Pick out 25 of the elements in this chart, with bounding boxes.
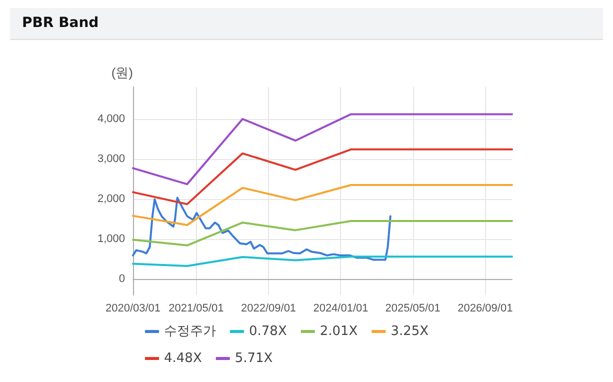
y-tick-label: 3,000 (97, 153, 125, 165)
x-tick-label: 2022/09/01 (240, 302, 296, 314)
legend-label: 3.25X (390, 324, 429, 339)
legend-label: 4.48X (164, 351, 202, 366)
line-series (132, 196, 392, 261)
x-tick-label: 2026/09/01 (458, 302, 513, 314)
legend-label: 2.01X (320, 324, 358, 339)
line-series (132, 148, 513, 206)
line-series (132, 220, 513, 246)
chart-title: PBR Band (10, 8, 603, 40)
y-tick-label: 0 (118, 273, 125, 285)
x-tick-label: 2025/05/01 (385, 302, 440, 314)
line-series (132, 256, 513, 267)
line-series (132, 113, 513, 186)
y-tick-label: 2,000 (97, 193, 125, 205)
legend-label: 5.71X (234, 351, 273, 366)
line-series (132, 184, 513, 226)
x-tick-label: 2021/05/01 (168, 302, 224, 314)
y-tick-label: 4,000 (97, 113, 125, 125)
y-tick-label: 1,000 (97, 233, 125, 245)
y-axis-title: (원) (111, 65, 133, 80)
legend-label: 0.78X (249, 324, 287, 339)
legend-label: 수정주가 (164, 324, 216, 339)
x-tick-label: 2024/01/01 (313, 302, 368, 314)
x-tick-label: 2020/03/01 (105, 302, 161, 314)
